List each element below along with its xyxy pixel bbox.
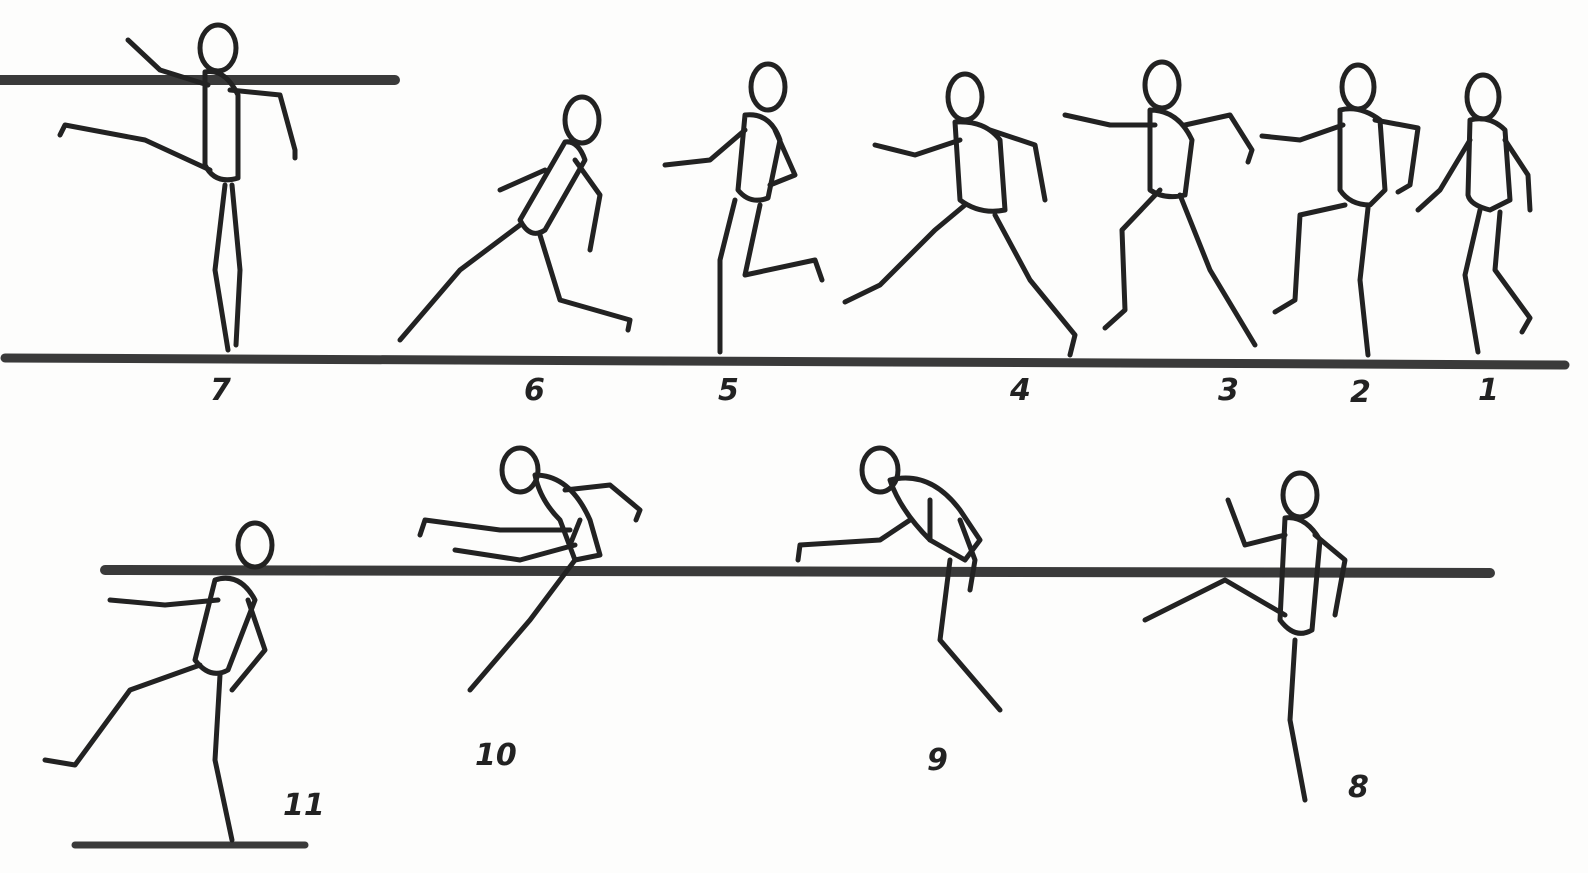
label-figure-1: 1 [1478,373,1499,408]
figure-2-knee-drive [1259,62,1421,358]
label-figure-3: 3 [1218,373,1239,408]
figure-10-layout-over-bar [417,445,643,693]
figure-4-penultimate-step [842,71,1078,358]
label-figure-11: 11 [283,788,325,823]
figure-8-rise [1142,470,1348,803]
bottom-crossbar [100,565,1495,578]
label-figure-7: 7 [210,373,231,408]
label-figure-5: 5 [718,373,739,408]
figure-3-stride [1062,59,1258,348]
label-figure-9: 9 [927,743,948,778]
label-figure-6: 6 [524,373,545,408]
figure-6-takeoff-plant [397,94,633,343]
label-figure-2: 2 [1350,375,1371,410]
label-figure-10: 10 [475,738,517,773]
label-figure-4: 4 [1009,373,1031,408]
figure-11-landing [42,520,275,843]
figure-7-swing-leg-at-bar [57,22,298,353]
figure-9-bar-clearance [795,445,1003,713]
label-figure-8: 8 [1348,770,1369,805]
top-ground-line [0,353,1570,370]
figure-1-approach-stand [1415,72,1533,355]
figure-5-last-stride [662,61,825,355]
